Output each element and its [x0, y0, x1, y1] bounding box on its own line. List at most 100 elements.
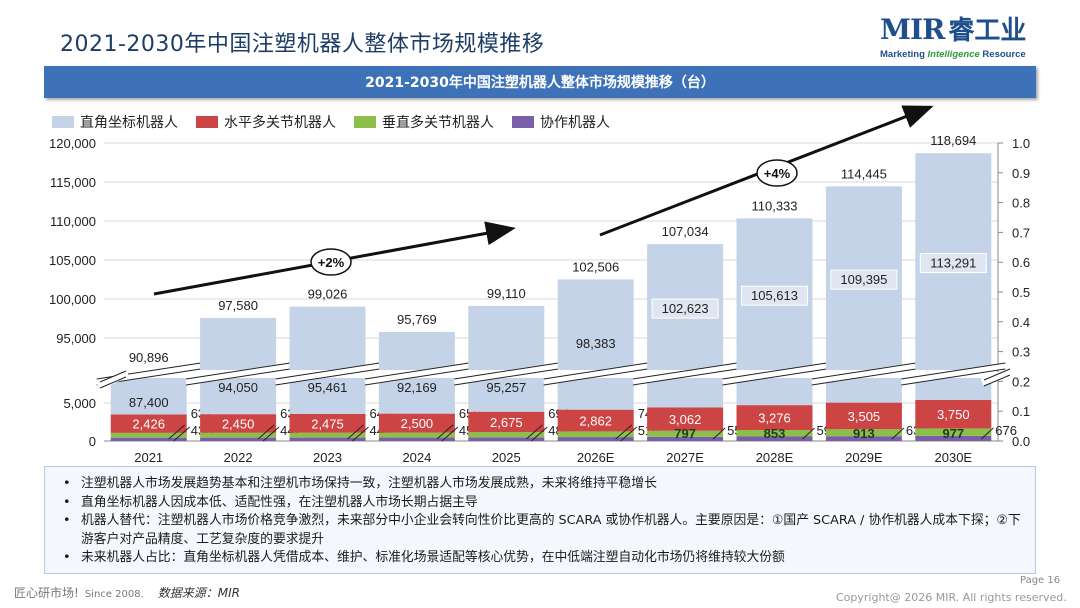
axis-break-line	[983, 374, 1011, 387]
x-tick-label: 2026E	[577, 450, 615, 465]
leader-line	[347, 424, 364, 440]
right-tick-label: 0.2	[1012, 374, 1030, 389]
right-tick-label: 0.0	[1012, 434, 1030, 449]
axis-break-mask	[185, 362, 291, 386]
axis-break-line	[811, 368, 916, 386]
trend-label: +2%	[318, 255, 345, 270]
scara-value-label: 2,675	[490, 415, 523, 430]
data-source: 数据来源：MIR	[157, 586, 240, 600]
bar-segment-articulated	[289, 432, 366, 438]
collaborative-value-label: 676	[995, 423, 1017, 438]
scara-value-label: 2,500	[401, 416, 434, 431]
bar-segment-articulated	[825, 429, 902, 437]
bar-segment-scara	[557, 409, 634, 432]
bar-segment-cartesian-lower	[557, 377, 634, 410]
y-tick-label: 5,000	[63, 396, 96, 411]
legend-swatch	[52, 116, 74, 128]
leader-line	[620, 426, 638, 442]
bar-segment-scara	[289, 413, 366, 433]
axis-break-line	[901, 362, 1006, 380]
right-tick-label: 0.1	[1012, 404, 1030, 419]
axis-break-mask	[721, 362, 828, 386]
leader-line	[525, 424, 543, 440]
axis-break-mask	[900, 362, 1006, 386]
scara-value-label: 3,505	[848, 409, 881, 424]
axis-break-line	[633, 368, 738, 386]
legend-item-articulated: 垂直多关节机器人	[354, 112, 494, 132]
right-tick-label: 0.3	[1012, 345, 1030, 360]
bar-segment-scara	[736, 405, 813, 431]
legend-label: 水平多关节机器人	[224, 115, 336, 131]
cartesian-value-label: 102,623	[662, 301, 709, 316]
page-number: Page 16	[1020, 575, 1061, 586]
total-label: 110,333	[751, 198, 797, 213]
bar-segment-articulated	[200, 432, 277, 438]
leader-line	[441, 426, 459, 442]
legend-label: 直角坐标机器人	[80, 115, 178, 131]
axis-break-line	[275, 368, 380, 386]
articulated-value-label: 797	[674, 426, 696, 441]
label-background	[741, 285, 808, 306]
total-label: 90,896	[129, 350, 169, 365]
total-label: 99,110	[487, 286, 526, 301]
axis-break-mask	[811, 362, 917, 386]
cartesian-value-label: 95,257	[486, 380, 526, 395]
bar-segment-articulated	[110, 432, 187, 438]
x-tick-label: 2022	[224, 450, 253, 465]
articulated-value-label: 977	[942, 426, 964, 441]
bar-segment-collaborative	[736, 436, 813, 441]
axis-break-mask	[980, 367, 1014, 386]
bar-segment-cartesian-upper	[557, 279, 634, 370]
leader-line	[530, 426, 548, 442]
cartesian-value-label: 98,383	[576, 336, 616, 351]
finding-item: 机器人替代：注塑机器人市场价格竞争激烈，未来部分中小企业会转向性价比更高的 SC…	[59, 512, 1021, 549]
articulated-value-label: 913	[853, 426, 875, 441]
y-tick-label: 110,000	[50, 214, 96, 229]
finding-item: 注塑机器人市场发展趋势基本和注塑机市场保持一致，注塑机器人市场发展成熟，未来将维…	[59, 475, 1021, 494]
bar-segment-collaborative	[289, 437, 366, 441]
axis-break-line	[454, 368, 559, 386]
scara-value-label: 3,276	[758, 411, 791, 426]
axis-break-line	[99, 376, 127, 389]
y-tick-label: 95,000	[56, 331, 96, 346]
trend-label: +4%	[764, 166, 791, 181]
bar-segment-articulated	[647, 430, 724, 437]
x-tick-label: 2029E	[845, 450, 883, 465]
bar-segment-cartesian-lower	[825, 377, 902, 403]
bar-segment-cartesian-lower	[200, 377, 277, 415]
total-label: 107,034	[662, 224, 709, 239]
legend-swatch	[354, 116, 376, 128]
right-tick-label: 0.8	[1012, 196, 1030, 211]
mir-logo: MIR 睿工业 Marketing Intelligence Resource	[880, 13, 1027, 61]
bar-segment-scara	[378, 413, 455, 433]
bar-segment-cartesian-lower	[468, 377, 545, 412]
leader-line	[257, 424, 275, 440]
y-tick-label: 0	[89, 434, 96, 449]
axis-break-mask	[453, 362, 559, 386]
axis-break-mask	[364, 362, 470, 386]
cartesian-value-label: 105,613	[751, 288, 798, 303]
bar-segment-scara	[825, 402, 902, 430]
x-tick-label: 2028E	[756, 450, 794, 465]
right-tick-label: 0.6	[1012, 255, 1030, 270]
bar-segment-cartesian-upper	[468, 305, 545, 370]
bar-segment-collaborative	[468, 437, 545, 441]
scara-value-label: 2,426	[132, 417, 165, 432]
cartesian-value-label: 87,400	[129, 395, 169, 410]
cartesian-value-label: 95,461	[308, 380, 348, 395]
right-tick-label: 0.7	[1012, 225, 1030, 240]
label-background	[919, 253, 987, 274]
bar-segment-articulated	[468, 432, 545, 438]
leader-line	[168, 424, 186, 440]
bar-segment-cartesian-upper	[289, 306, 366, 370]
footer-since: Since 2008.	[84, 589, 144, 600]
leader-line	[802, 427, 815, 440]
leader-line	[615, 424, 633, 440]
bar-segment-articulated	[557, 431, 634, 438]
bar-segment-collaborative	[647, 436, 724, 441]
legend-item-scara: 水平多关节机器人	[196, 112, 336, 132]
legend-item-collaborative: 协作机器人	[512, 112, 610, 132]
axis-break-line	[633, 362, 738, 380]
footer-slogan: 匠心研市场!	[14, 586, 79, 600]
axis-break-line	[454, 362, 559, 380]
